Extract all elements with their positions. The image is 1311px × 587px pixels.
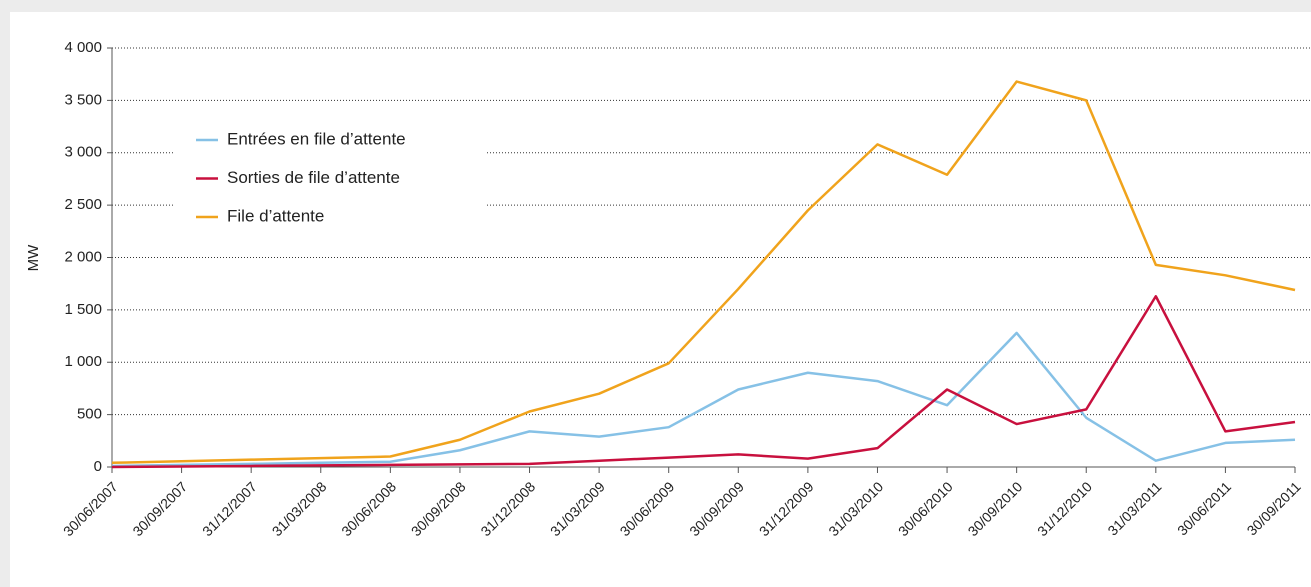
y-tick-label: 1 500: [64, 301, 102, 318]
y-tick-label: 3 000: [64, 144, 102, 161]
y-tick-label: 3 500: [64, 91, 102, 108]
legend-label: Sorties de file d’attente: [227, 168, 400, 187]
y-tick-label: 2 000: [64, 248, 102, 265]
y-axis-label: MW: [25, 244, 42, 271]
legend-box: [173, 117, 485, 242]
y-tick-label: 0: [94, 458, 102, 475]
series-line: [111, 331, 1296, 468]
y-tick-label: 4 000: [64, 39, 102, 56]
legend-label: Entrées en file d’attente: [227, 129, 406, 148]
legend-label: File d’attente: [227, 206, 324, 225]
series-line: [111, 295, 1296, 469]
y-tick-label: 2 500: [64, 196, 102, 213]
y-tick-label: 500: [77, 406, 102, 423]
series-line: [111, 80, 1296, 465]
plot-background: [10, 12, 1311, 587]
y-tick-label: 1 000: [64, 353, 102, 370]
